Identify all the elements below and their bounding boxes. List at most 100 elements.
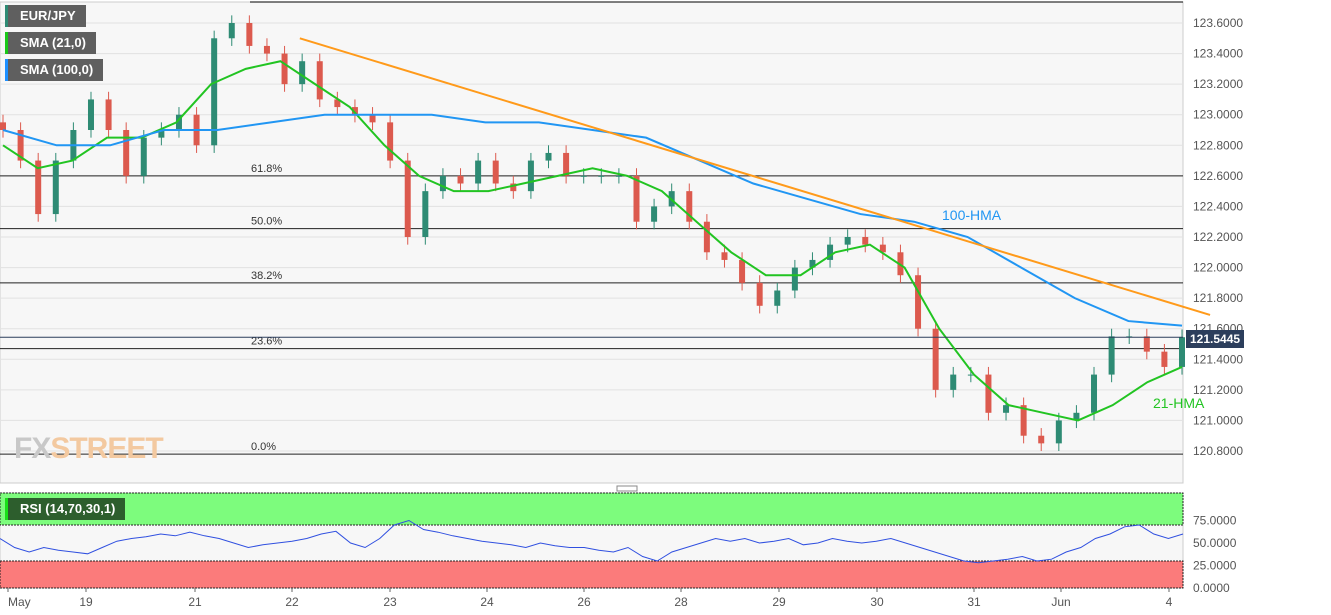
candle-body [35, 160, 42, 215]
candle-body [1161, 351, 1168, 367]
y-tick-label: 123.6000 [1193, 16, 1243, 30]
candle-body [686, 191, 693, 222]
candle-body [387, 122, 394, 161]
candle-body [791, 267, 798, 291]
candle-body [439, 175, 446, 192]
fib-level-label: 38.2% [251, 270, 282, 282]
y-tick-label: 123.2000 [1193, 77, 1243, 91]
candle-body [316, 61, 323, 100]
y-tick-label: 122.8000 [1193, 138, 1243, 152]
candle-body [0, 122, 6, 131]
candle-body [1108, 336, 1115, 375]
y-tick-label: 121.0000 [1193, 413, 1243, 427]
candle-body [967, 374, 974, 376]
candle-body [739, 259, 746, 283]
current-price-tag: 121.5445 [1186, 330, 1245, 348]
candle-body [475, 160, 482, 184]
trendline [299, 37, 1211, 316]
candle-body [246, 23, 253, 46]
fib-level-label: 23.6% [251, 336, 282, 348]
candle-body [299, 61, 306, 85]
candle-body [158, 130, 165, 138]
candle-body [105, 99, 112, 131]
y-tick-label: 122.6000 [1193, 169, 1243, 183]
candle-body [932, 328, 939, 390]
rsi-tick-label: 0.0000 [1193, 581, 1230, 595]
rsi-tick-label: 50.0000 [1193, 536, 1237, 550]
rsi-overbought-zone [0, 492, 1184, 526]
x-tick-label: 26 [577, 595, 591, 609]
x-tick-label: 24 [480, 595, 494, 609]
candle-body [703, 221, 710, 253]
candle-body [809, 259, 816, 268]
rsi-tick-label: 75.0000 [1193, 514, 1237, 528]
candle-body [721, 252, 728, 260]
rsi-line [0, 519, 1184, 564]
panel-resize-handle[interactable] [616, 485, 638, 492]
candle-body [580, 175, 587, 177]
candle-body [651, 206, 658, 222]
candle-body [545, 152, 552, 161]
candle-body [263, 45, 270, 54]
candle-body [1143, 336, 1150, 352]
candle-body [827, 244, 834, 260]
candle-body [950, 374, 957, 390]
y-tick-label: 121.8000 [1193, 291, 1243, 305]
candle-body [123, 130, 130, 176]
y-tick-label: 122.2000 [1193, 230, 1243, 244]
candle-body [351, 107, 358, 115]
candle-body [1038, 435, 1045, 444]
x-tick-label: 23 [383, 595, 397, 609]
candle-body [1020, 405, 1027, 436]
y-tick-label: 122.0000 [1193, 261, 1243, 275]
candle-body [563, 152, 570, 176]
candle-body [87, 99, 94, 131]
candle-body [985, 374, 992, 413]
fib-level-label: 61.8% [251, 163, 282, 175]
y-tick-label: 123.0000 [1193, 108, 1243, 122]
legend-rsi[interactable]: RSI (14,70,30,1) [5, 498, 126, 520]
candle-body [140, 137, 147, 176]
sma21-line [2, 60, 1183, 422]
x-tick-label: May [8, 595, 31, 609]
candle-body [510, 183, 517, 192]
y-tick-label: 121.4000 [1193, 352, 1243, 366]
candle-body [1073, 412, 1080, 421]
candle-body [1055, 420, 1062, 444]
x-tick-label: 21 [188, 595, 202, 609]
candle-body [404, 160, 411, 238]
x-tick-label: 29 [772, 595, 786, 609]
y-tick-label: 123.4000 [1193, 47, 1243, 61]
legend-sma100[interactable]: SMA (100,0) [5, 59, 104, 81]
rsi-tick-label: 25.0000 [1193, 559, 1237, 573]
x-tick-label: 31 [967, 595, 981, 609]
fib-level-label: 50.0% [251, 216, 282, 228]
candle-body [862, 237, 869, 245]
x-tick-label: 4 [1166, 595, 1173, 609]
fxstreet-logo: FXSTREET [14, 432, 164, 465]
candle-body [175, 114, 182, 131]
candle-body [422, 191, 429, 238]
rsi-oversold-zone [0, 560, 1184, 589]
x-tick-label: 28 [674, 595, 688, 609]
candle-body [369, 114, 376, 123]
candle-body [334, 99, 341, 108]
candle-body [615, 175, 622, 177]
candle-body [492, 160, 499, 184]
candle-body [598, 175, 605, 177]
x-tick-label: 30 [870, 595, 884, 609]
y-tick-label: 122.4000 [1193, 199, 1243, 213]
candle-body [1003, 405, 1010, 413]
candle-body [1091, 374, 1098, 413]
legend-sma21[interactable]: SMA (21,0) [5, 32, 96, 54]
legend-eurjpy[interactable]: EUR/JPY [5, 5, 86, 27]
candle-body [915, 275, 922, 329]
candle-body [52, 160, 59, 215]
candle-body [457, 175, 464, 184]
candle-body [281, 53, 288, 85]
y-tick-label: 120.8000 [1193, 444, 1243, 458]
candle-body [17, 130, 24, 161]
candle-body [633, 175, 640, 222]
candle-body [527, 160, 534, 192]
